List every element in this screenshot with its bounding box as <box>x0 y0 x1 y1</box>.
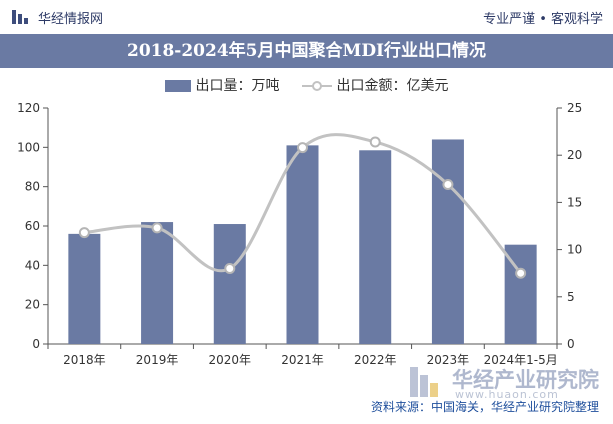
site-name: 华经情报网 <box>38 12 104 27</box>
legend-line-swatch-icon <box>302 81 332 91</box>
x-category-label: 2018年 <box>63 353 106 367</box>
x-category-label: 2021年 <box>281 353 324 367</box>
bar-export-volume <box>359 150 392 344</box>
y-right-tick-label: 5 <box>567 290 575 304</box>
data-source-note: 资料来源：中国海关，华经产业研究院整理 <box>370 400 599 414</box>
point-export-value <box>224 262 236 274</box>
point-export-value <box>515 267 527 279</box>
y-right-tick-label: 25 <box>567 101 582 115</box>
y-left-tick-label: 100 <box>17 140 40 154</box>
y-left-tick-label: 80 <box>25 180 40 194</box>
y-right-tick-label: 20 <box>567 148 582 162</box>
legend-bar-swatch-icon <box>165 80 191 92</box>
legend-item-volume: 出口量：万吨 <box>165 75 279 95</box>
y-left-tick-label: 40 <box>25 258 40 272</box>
bar-export-volume <box>68 233 101 344</box>
watermark-url: www.huaon.com <box>455 388 559 401</box>
x-category-label: 2024年1-5月 <box>484 353 558 367</box>
chart-legend: 出口量：万吨 出口金额：亿美元 <box>0 72 613 94</box>
y-left-tick-label: 120 <box>17 101 40 115</box>
bar-export-volume <box>431 139 464 344</box>
legend-item-value: 出口金额：亿美元 <box>302 75 448 95</box>
x-category-label: 2023年 <box>427 353 470 367</box>
header-bar: 华经情报网 专业严谨 • 客观科学 <box>0 0 613 34</box>
y-right-tick-label: 0 <box>567 337 575 351</box>
y-right-tick-label: 15 <box>567 195 582 209</box>
point-export-value <box>151 222 163 234</box>
point-export-value <box>297 142 308 154</box>
watermark-name: 华经产业研究院 <box>452 368 599 392</box>
site-slogan: 专业严谨 • 客观科学 <box>483 12 603 27</box>
point-export-value <box>78 227 90 239</box>
point-export-value <box>369 136 381 148</box>
legend-label-value: 出口金额：亿美元 <box>336 78 449 94</box>
bar-export-volume <box>286 145 319 344</box>
y-left-tick-label: 60 <box>25 219 40 233</box>
x-category-label: 2019年 <box>136 353 179 367</box>
y-left-tick-label: 0 <box>32 337 40 351</box>
x-category-label: 2020年 <box>209 353 252 367</box>
x-category-label: 2022年 <box>354 353 397 367</box>
chart-title: 2018-2024年5月中国聚合MDI行业出口情况 <box>0 34 613 68</box>
site-logo-icon <box>12 10 30 24</box>
y-left-tick-label: 20 <box>25 298 40 312</box>
legend-label-volume: 出口量：万吨 <box>195 78 280 94</box>
watermark-logo-icon <box>410 367 446 397</box>
point-export-value <box>442 178 454 190</box>
bar-export-volume <box>213 224 246 344</box>
y-right-tick-label: 10 <box>567 243 582 257</box>
bar-export-volume <box>141 222 174 344</box>
